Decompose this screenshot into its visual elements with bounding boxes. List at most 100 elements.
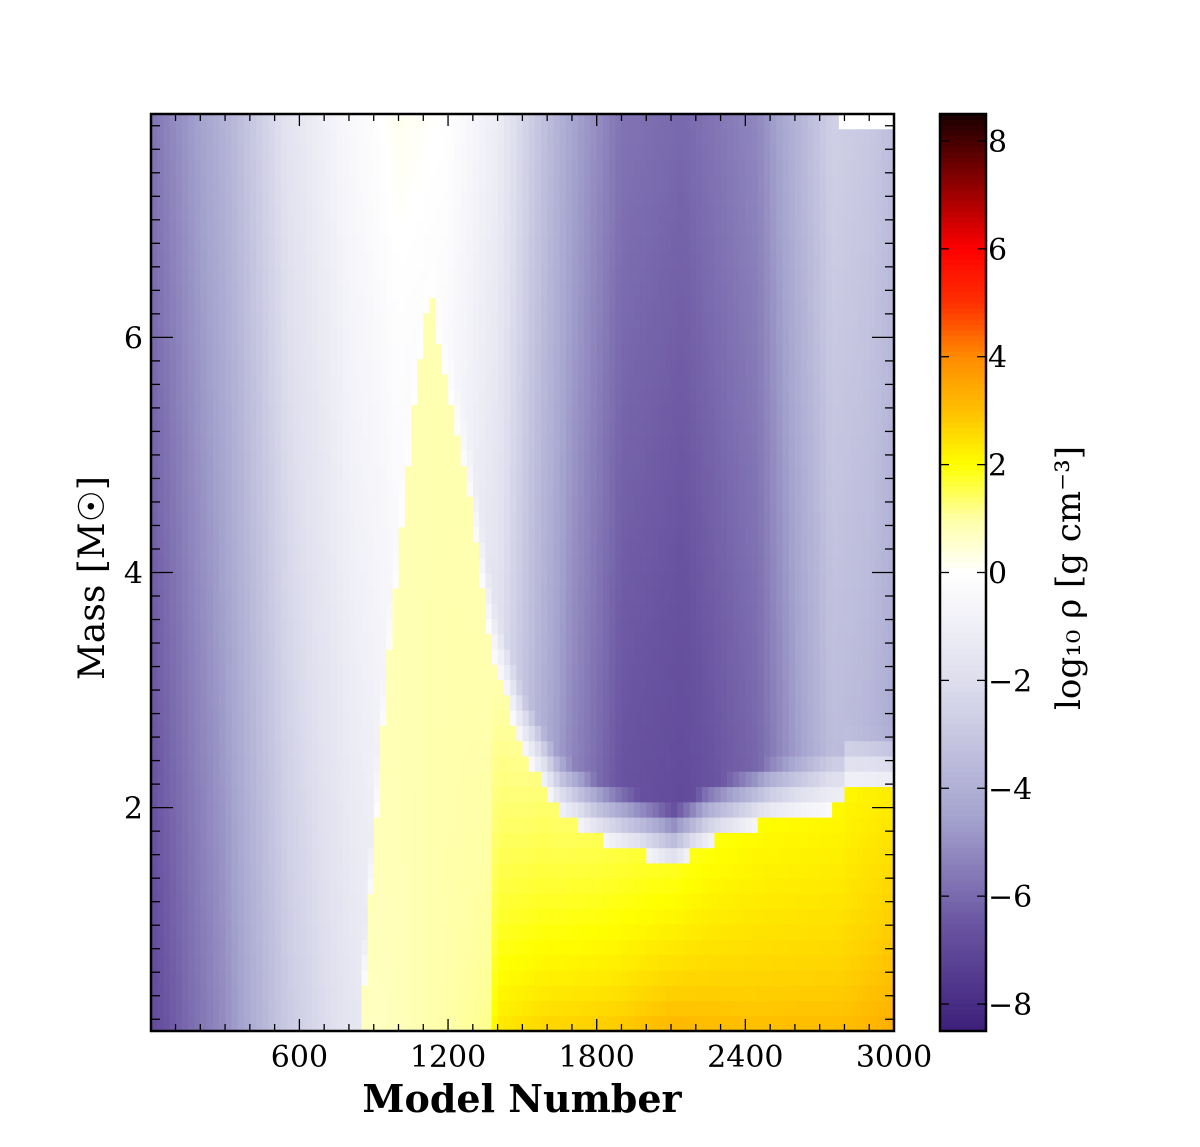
heatmap-cell: [342, 114, 350, 130]
heatmap-cell: [361, 969, 369, 986]
heatmap-cell: [559, 404, 567, 421]
heatmap-cell: [621, 190, 629, 207]
heatmap-cell: [386, 557, 394, 574]
heatmap-cell: [175, 954, 183, 971]
heatmap-cell: [516, 343, 524, 360]
heatmap-cell: [373, 1015, 381, 1031]
heatmap-cell: [355, 312, 363, 329]
heatmap-cell: [491, 985, 499, 1002]
heatmap-cell: [243, 511, 251, 528]
heatmap-cell: [448, 236, 455, 253]
heatmap-cell: [336, 450, 344, 467]
heatmap-cell: [349, 526, 356, 543]
heatmap-cell: [281, 603, 288, 619]
heatmap-cell: [157, 1000, 164, 1017]
heatmap-cell: [250, 832, 257, 849]
heatmap-cell: [485, 373, 493, 390]
heatmap-cell: [578, 1015, 586, 1031]
heatmap-cell: [541, 434, 548, 451]
heatmap-cell: [652, 1015, 660, 1031]
heatmap-cell: [472, 419, 480, 436]
heatmap-cell: [281, 526, 288, 543]
heatmap-cell: [497, 694, 505, 711]
heatmap-cell: [305, 312, 313, 329]
heatmap-cell: [615, 771, 623, 788]
heatmap-cell: [299, 969, 307, 986]
heatmap-cell: [151, 969, 158, 986]
heatmap-cell: [528, 771, 536, 788]
heatmap-cell: [553, 465, 561, 482]
heatmap-cell: [373, 801, 381, 818]
heatmap-cell: [274, 144, 282, 161]
heatmap-cell: [287, 175, 295, 192]
heatmap-cell: [590, 541, 598, 558]
heatmap-cell: [200, 954, 208, 971]
heatmap-cell: [262, 175, 270, 192]
heatmap-cell: [237, 710, 245, 726]
heatmap-cell: [466, 771, 474, 788]
heatmap-cell: [602, 266, 610, 283]
heatmap-cell: [175, 114, 183, 130]
heatmap-cell: [652, 557, 660, 574]
heatmap-cell: [367, 480, 375, 497]
heatmap-cell: [336, 175, 344, 192]
heatmap-cell: [485, 710, 493, 726]
heatmap-cell: [305, 450, 313, 467]
heatmap-cell: [157, 220, 164, 237]
heatmap-cell: [522, 740, 530, 757]
heatmap-cell: [243, 465, 251, 482]
heatmap-cell: [479, 373, 486, 390]
heatmap-cell: [256, 205, 264, 222]
heatmap-cell: [349, 159, 356, 176]
heatmap-cell: [590, 327, 598, 344]
heatmap-cell: [541, 648, 548, 665]
heatmap-cell: [448, 159, 455, 176]
heatmap-cell: [516, 924, 524, 940]
heatmap-cell: [460, 648, 468, 665]
heatmap-cell: [398, 740, 406, 757]
heatmap-cell: [404, 817, 412, 833]
heatmap-cell: [491, 404, 499, 421]
heatmap-cell: [336, 480, 344, 497]
heatmap-cell: [448, 129, 455, 146]
heatmap-cell: [169, 603, 177, 619]
heatmap-cell: [522, 465, 530, 482]
heatmap-cell: [633, 297, 641, 314]
heatmap-cell: [268, 817, 276, 833]
heatmap-cell: [293, 343, 301, 360]
heatmap-cell: [392, 755, 400, 772]
heatmap-cell: [640, 373, 647, 390]
heatmap-cell: [355, 266, 363, 283]
heatmap-cell: [293, 511, 301, 528]
heatmap-cell: [169, 129, 177, 146]
heatmap-cell: [479, 511, 486, 528]
heatmap-cell: [151, 236, 158, 253]
heatmap-cell: [534, 755, 542, 772]
heatmap-cell: [380, 358, 387, 375]
heatmap-cell: [640, 480, 647, 497]
heatmap-cell: [590, 159, 598, 176]
heatmap-cell: [342, 633, 350, 650]
heatmap-cell: [355, 450, 363, 467]
heatmap-cell: [664, 893, 672, 910]
heatmap-cell: [361, 1015, 369, 1031]
heatmap-cell: [442, 114, 449, 130]
heatmap-cell: [640, 633, 647, 650]
heatmap-cell: [311, 939, 319, 956]
heatmap-cell: [516, 572, 524, 589]
heatmap-cell: [256, 251, 264, 268]
heatmap-cell: [466, 465, 474, 482]
heatmap-cell: [615, 144, 623, 161]
heatmap-cell: [565, 969, 573, 986]
heatmap-cell: [231, 297, 239, 314]
heatmap-cell: [206, 343, 214, 360]
heatmap-cell: [479, 587, 486, 604]
heatmap-cell: [398, 633, 406, 650]
heatmap-cell: [200, 939, 208, 956]
heatmap-cell: [442, 603, 449, 619]
heatmap-cell: [219, 786, 226, 803]
heatmap-cell: [572, 175, 579, 192]
heatmap-cell: [287, 694, 295, 711]
heatmap-cell: [231, 832, 239, 849]
heatmap-cell: [652, 465, 660, 482]
